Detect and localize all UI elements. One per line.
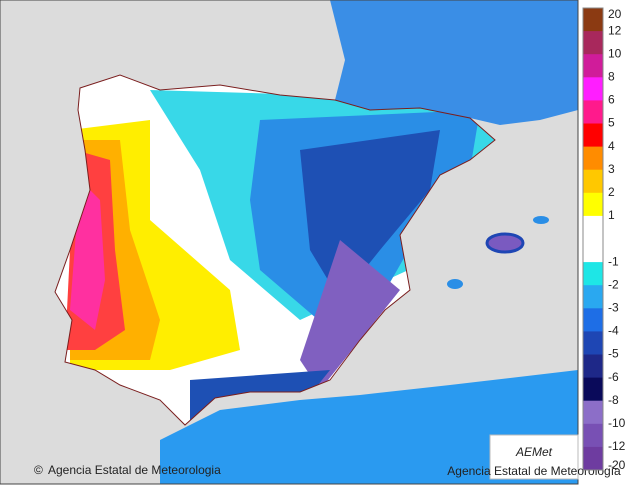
legend-label: -8 (608, 393, 619, 407)
legend-label: -2 (608, 277, 619, 291)
legend-label: -20 (608, 458, 626, 472)
legend-label: 5 (608, 116, 615, 130)
legend-swatch (583, 239, 603, 263)
legend-swatch (583, 169, 603, 194)
menorca (533, 216, 549, 224)
legend-label: 8 (608, 69, 615, 83)
logo-subtitle: Agencia Estatal de Meteorología (447, 464, 621, 478)
legend-label: 20 (608, 7, 622, 21)
legend-swatch (583, 100, 603, 124)
legend-swatch (583, 308, 603, 332)
color-legend: 20 12 10 8 6 5 4 3 2 1 -1 -2 -3 -4 -5 -6 -8 -10 -12 -20 (582, 7, 626, 472)
legend-swatch (583, 8, 603, 32)
legend-label: 3 (608, 162, 615, 176)
legend-label: -5 (608, 347, 619, 361)
logo-name: AEMet (515, 445, 553, 459)
legend-swatch (583, 31, 603, 55)
legend-label: 6 (608, 93, 615, 107)
legend-label: -6 (608, 370, 619, 384)
copyright-icon: © (34, 463, 43, 477)
legend-label: -10 (608, 416, 626, 430)
legend-label: -12 (608, 439, 626, 453)
legend-swatch (583, 146, 603, 171)
legend-swatch (583, 423, 603, 448)
legend-label: 1 (608, 208, 615, 222)
legend-swatch (583, 215, 603, 240)
map-frame (0, 0, 579, 485)
legend-swatch (583, 285, 603, 309)
legend-label: -4 (608, 324, 619, 338)
legend-label: 2 (608, 185, 615, 199)
legend-swatch (583, 446, 603, 471)
france (330, 0, 578, 125)
legend-label: -3 (608, 300, 619, 314)
legend-label: 10 (608, 46, 622, 60)
legend-label: 12 (608, 23, 622, 37)
legend-swatch (583, 123, 603, 148)
legend-swatch (583, 262, 603, 286)
legend-frame (582, 7, 604, 471)
mallorca (485, 232, 525, 254)
legend-swatch (583, 400, 603, 425)
africa (160, 370, 578, 484)
ibiza (447, 279, 463, 289)
logo-box (489, 434, 579, 480)
legend-swatch (583, 192, 603, 217)
legend-swatch (583, 354, 603, 379)
legend-swatch (583, 77, 603, 101)
legend-swatch (583, 377, 603, 402)
footer-text: Agencia Estatal de Meteorologia (48, 463, 221, 477)
legend-label: 4 (608, 139, 615, 153)
legend-label: -1 (608, 254, 619, 268)
legend-swatch (583, 331, 603, 355)
legend-swatch (583, 54, 603, 78)
